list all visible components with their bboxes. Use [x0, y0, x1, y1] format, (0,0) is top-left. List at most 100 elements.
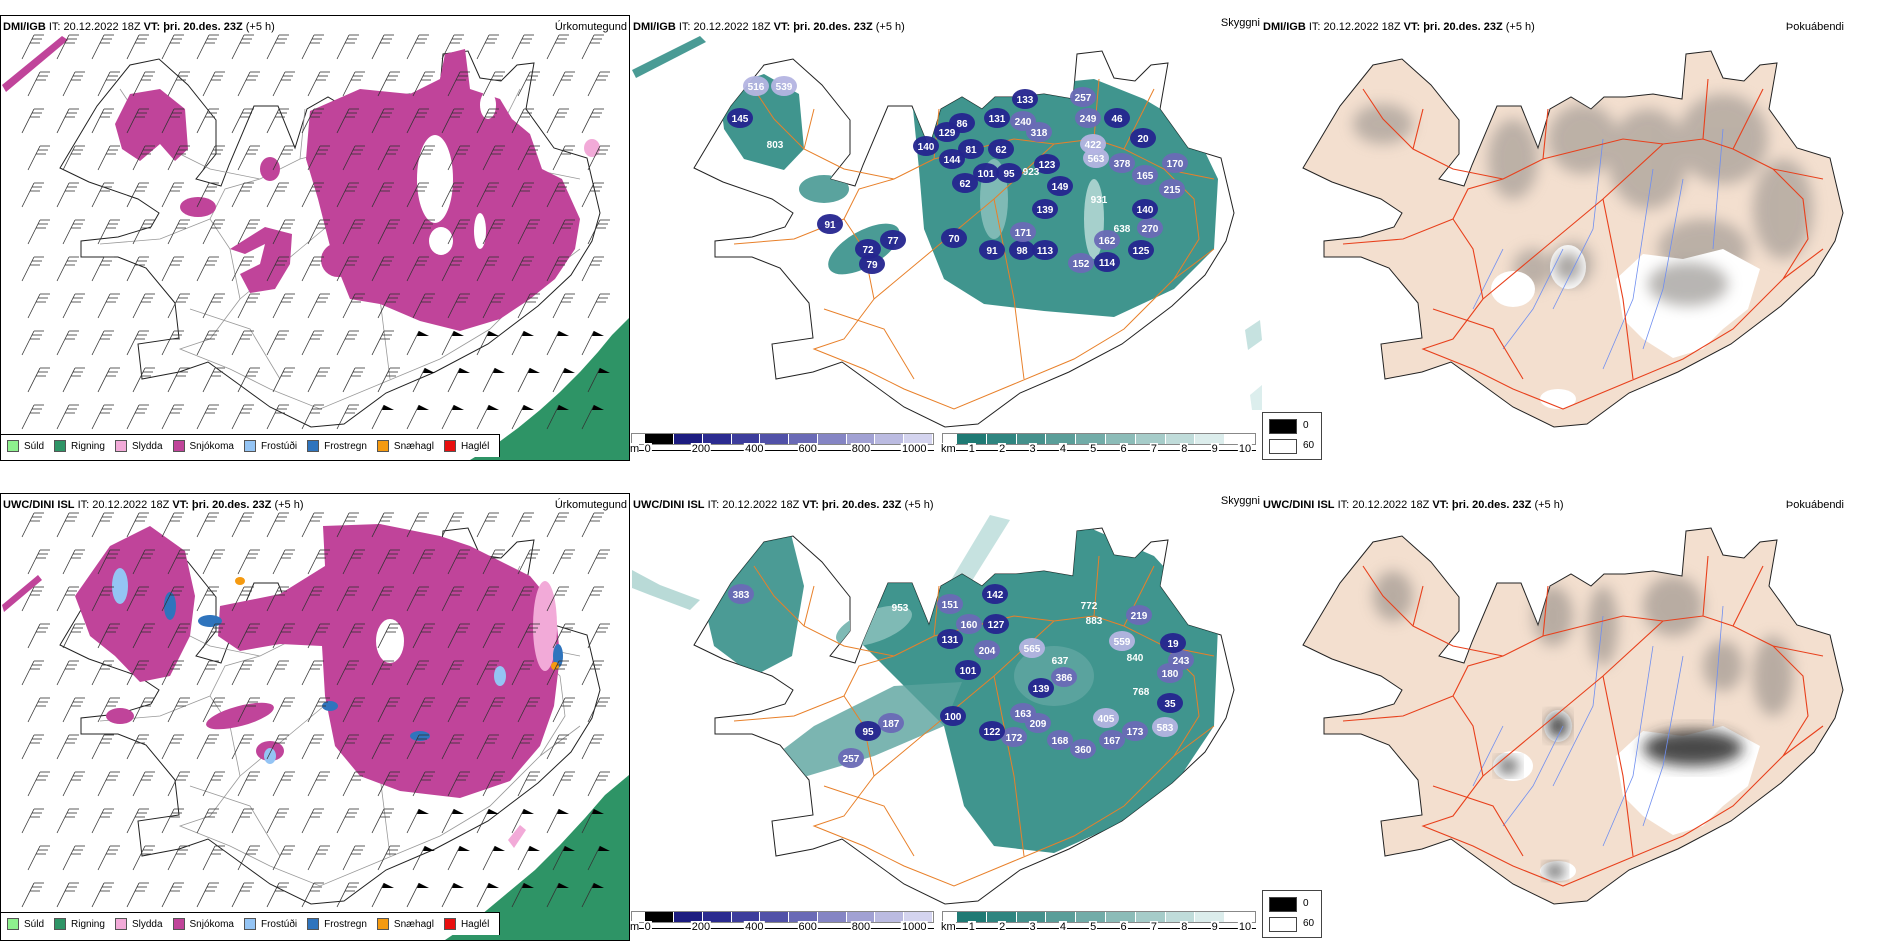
wind-barb	[167, 771, 190, 797]
wind-barb	[202, 145, 225, 171]
legend-swatch	[243, 440, 256, 452]
ceiling-label: 803	[767, 140, 784, 151]
wind-barb	[196, 182, 219, 208]
wind-barb	[511, 404, 534, 430]
wind-barb	[231, 108, 254, 134]
colorbar-tick-label: 200	[690, 443, 712, 455]
low-ceiling-area	[1157, 693, 1183, 713]
ceiling-label: 167	[1104, 736, 1121, 747]
ceiling-label: 953	[892, 603, 909, 614]
low-ceiling-area	[1130, 128, 1156, 148]
wind-barb	[161, 256, 184, 282]
low-ceiling-area	[1010, 703, 1036, 723]
low-ceiling-area	[1012, 89, 1038, 109]
wind-barb	[412, 219, 435, 245]
wind-barb	[581, 108, 604, 134]
legend-label: Frostúði	[260, 440, 298, 452]
low-ceiling-area	[1001, 727, 1027, 747]
legend-item-1: Rigning	[54, 918, 105, 930]
wind-barb	[581, 182, 604, 208]
wind-barb	[447, 145, 470, 171]
wind-barb	[406, 808, 429, 834]
wind-barb	[476, 734, 499, 760]
wind-barb	[132, 697, 155, 723]
wind-barb	[482, 293, 505, 319]
colorbar-segment	[1135, 434, 1166, 444]
wind-barb	[587, 219, 610, 245]
wind-barb	[476, 256, 499, 282]
low-ceiling-area	[1109, 153, 1135, 173]
wind-barb	[587, 623, 610, 649]
colorbar-segment	[1105, 912, 1136, 922]
map-top-right-fog-index	[1302, 50, 1844, 428]
legend-label: Haglél	[460, 440, 490, 452]
low-ceiling-area	[1162, 153, 1188, 173]
wind-barb	[412, 697, 435, 723]
colorbar-segment	[645, 434, 675, 444]
wind-barb	[91, 586, 114, 612]
colorbar-segment	[1225, 912, 1255, 922]
wind-barb	[132, 845, 155, 871]
wind-barb	[301, 586, 324, 612]
wind-barb	[581, 660, 604, 686]
title-bottom-right: Þokuábendi	[1785, 499, 1844, 511]
colorbar-tick-label: 9	[1210, 921, 1219, 933]
wind-barb	[202, 367, 225, 393]
wind-barb	[62, 367, 85, 393]
wind-barb	[546, 586, 569, 612]
wind-barb	[21, 182, 44, 208]
ceiling-label: 516	[748, 82, 765, 93]
wind-barb	[56, 182, 79, 208]
colorbar-tick-label: 2	[998, 921, 1007, 933]
colorbar-tick-label: 1	[967, 921, 976, 933]
wind-barb	[202, 293, 225, 319]
title-top-right: Þokuábendi	[1785, 21, 1844, 33]
legend-label: Snjókoma	[189, 918, 234, 930]
wind-barb	[546, 404, 569, 430]
wind-barb	[342, 145, 365, 171]
wind-barb	[21, 404, 44, 430]
colorbar-segment	[986, 434, 1017, 444]
colorbar-segment	[760, 912, 790, 922]
colorbar-segment	[702, 912, 732, 922]
low-ceiling-area	[984, 108, 1010, 128]
low-ceiling-area	[1019, 638, 1045, 658]
wind-barb	[27, 145, 50, 171]
legend-item-7: Haglél	[443, 918, 489, 930]
wind-barb	[581, 586, 604, 612]
wind-barb	[91, 512, 114, 538]
colorbar-segment	[1076, 434, 1106, 444]
wind-barb	[202, 71, 225, 97]
wind-barb	[21, 734, 44, 760]
colorbar-unit: km	[941, 921, 956, 933]
wind-barb	[167, 145, 190, 171]
ceiling-label: 19	[1167, 639, 1179, 650]
wind-barb	[167, 367, 190, 393]
colorbar-tick-label: 7	[1149, 443, 1158, 455]
wind-barb	[336, 512, 359, 538]
rain-area	[445, 775, 629, 940]
wind-barb	[517, 697, 540, 723]
legend-label: Rigning	[71, 918, 105, 930]
ceiling-label: 170	[1167, 159, 1184, 170]
ceiling-label: 539	[776, 82, 793, 93]
ceiling-label: 240	[1015, 117, 1032, 128]
wind-barb	[371, 734, 394, 760]
wind-barb	[56, 808, 79, 834]
ceiling-label: 204	[979, 646, 996, 657]
wind-barb	[511, 330, 534, 356]
ceiling-label: 95	[1003, 169, 1015, 180]
wind-barb	[126, 586, 149, 612]
legend-swatch	[172, 440, 185, 452]
wind-barb	[377, 697, 400, 723]
low-ceiling-area	[743, 76, 769, 96]
wind-barb	[406, 404, 429, 430]
wind-barb	[517, 367, 540, 393]
wind-barb	[412, 367, 435, 393]
colorbar-tick-label: 10	[1237, 443, 1253, 455]
wind-barb	[21, 108, 44, 134]
wind-barb	[511, 808, 534, 834]
wind-barb	[266, 882, 289, 908]
low-ceiling-area	[878, 713, 904, 733]
ceiling-label: 125	[1133, 246, 1150, 257]
